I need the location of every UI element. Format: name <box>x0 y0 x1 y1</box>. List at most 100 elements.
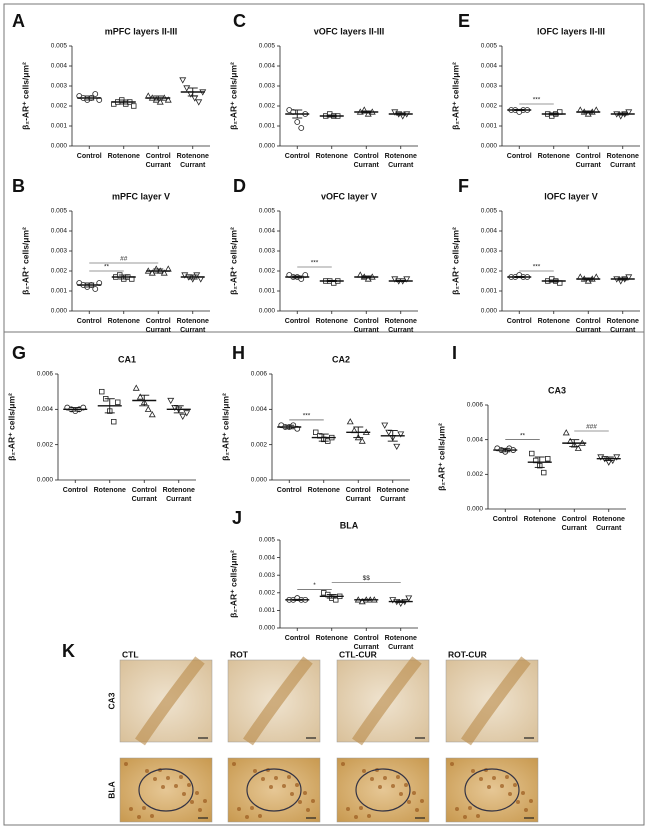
cell <box>383 776 387 780</box>
point <box>403 276 411 283</box>
panel-letter: B <box>12 176 25 196</box>
roi-outline <box>355 768 411 812</box>
cell <box>341 762 345 766</box>
point <box>294 119 301 125</box>
point <box>541 469 547 476</box>
y-tick-label: 0.000 <box>481 143 498 150</box>
point <box>397 431 405 438</box>
cell <box>468 806 472 810</box>
point <box>298 125 305 131</box>
cell <box>399 792 403 796</box>
x-tick-label: Control <box>63 487 88 494</box>
cell <box>359 806 363 810</box>
cell-layer <box>352 656 422 746</box>
y-tick-label: 0.000 <box>259 308 276 315</box>
cell <box>282 784 286 788</box>
y-tick-label: 0.004 <box>251 406 268 413</box>
x-tick-label: Currant <box>346 496 372 503</box>
point <box>545 456 551 462</box>
point <box>164 96 172 103</box>
chart-title: lOFC layer V <box>544 191 598 201</box>
y-tick-label: 0.005 <box>259 537 276 544</box>
x-tick-label: Rotenone <box>316 635 348 642</box>
chart-title: mPFC layer V <box>112 191 170 201</box>
y-tick-label: 0.005 <box>481 43 498 50</box>
x-tick-label: Rotenone <box>385 318 417 325</box>
y-tick-label: 0.003 <box>259 572 276 579</box>
y-tick-label: 0.006 <box>467 402 484 409</box>
chart-title: vOFC layer V <box>321 191 377 201</box>
panel-letter: D <box>233 176 246 196</box>
y-tick-label: 0.002 <box>481 103 498 110</box>
x-tick-label: Currant <box>610 162 636 169</box>
x-tick-label: Control <box>77 318 102 325</box>
significance-label: *** <box>533 97 541 104</box>
x-tick-label: Control <box>146 153 171 160</box>
cell <box>298 800 302 804</box>
x-tick-label: Rotenone <box>593 516 625 523</box>
panel-letter: J <box>232 508 242 528</box>
cell <box>505 775 509 779</box>
cell <box>129 807 133 811</box>
y-tick-label: 0.000 <box>37 477 54 484</box>
chart-title: CA2 <box>332 354 350 364</box>
x-tick-label: Currant <box>576 327 602 334</box>
x-tick-label: Rotenone <box>607 318 639 325</box>
panel-letter: I <box>452 343 457 363</box>
point <box>115 399 121 405</box>
point <box>346 418 354 425</box>
point <box>183 410 191 417</box>
panel-letter: H <box>232 343 245 363</box>
cell <box>367 814 371 818</box>
y-tick-label: 0.001 <box>259 123 276 130</box>
cell <box>303 791 307 795</box>
x-tick-label: Currant <box>146 327 172 334</box>
x-tick-label: Rotenone <box>607 153 639 160</box>
panel-letter: E <box>458 11 470 31</box>
significance-label: ### <box>586 424 597 431</box>
y-tick-label: 0.002 <box>481 268 498 275</box>
point <box>358 437 366 444</box>
x-tick-label: Control <box>277 487 302 494</box>
roi-outline <box>464 768 520 812</box>
cell <box>354 815 358 819</box>
significance-label: *** <box>533 264 541 271</box>
x-tick-label: Rotenone <box>385 635 417 642</box>
cell <box>187 783 191 787</box>
significance-label: ** <box>520 432 526 439</box>
point <box>195 99 203 106</box>
row-label: BLA <box>106 781 116 798</box>
x-tick-label: Control <box>576 318 601 325</box>
x-tick-label: Control <box>576 153 601 160</box>
point <box>613 454 621 461</box>
y-tick-label: 0.002 <box>259 590 276 597</box>
x-tick-label: Control <box>132 487 157 494</box>
x-tick-label: Rotenone <box>316 153 348 160</box>
x-tick-label: Control <box>354 635 379 642</box>
significance-label: *** <box>311 260 319 267</box>
x-tick-label: Currant <box>380 496 406 503</box>
cell <box>412 791 416 795</box>
panel-letter: A <box>12 11 25 31</box>
y-tick-label: 0.002 <box>259 268 276 275</box>
y-axis-label: β₂-AR⁺ cells/μm² <box>20 227 30 295</box>
point <box>99 388 105 395</box>
cell <box>311 799 315 803</box>
cell-layer <box>243 656 313 746</box>
y-tick-label: 0.006 <box>251 371 268 378</box>
point <box>381 422 389 429</box>
point <box>132 384 140 391</box>
x-tick-label: Control <box>285 318 310 325</box>
point <box>574 444 582 451</box>
cell <box>404 783 408 787</box>
cell <box>250 806 254 810</box>
y-tick-label: 0.000 <box>481 308 498 315</box>
point <box>562 429 570 436</box>
x-tick-label: Currant <box>576 162 602 169</box>
micrograph <box>119 757 213 823</box>
significance-label: ## <box>120 256 128 263</box>
cell <box>166 776 170 780</box>
point <box>131 103 137 109</box>
cell <box>513 783 517 787</box>
panel-letter: K <box>62 641 75 661</box>
